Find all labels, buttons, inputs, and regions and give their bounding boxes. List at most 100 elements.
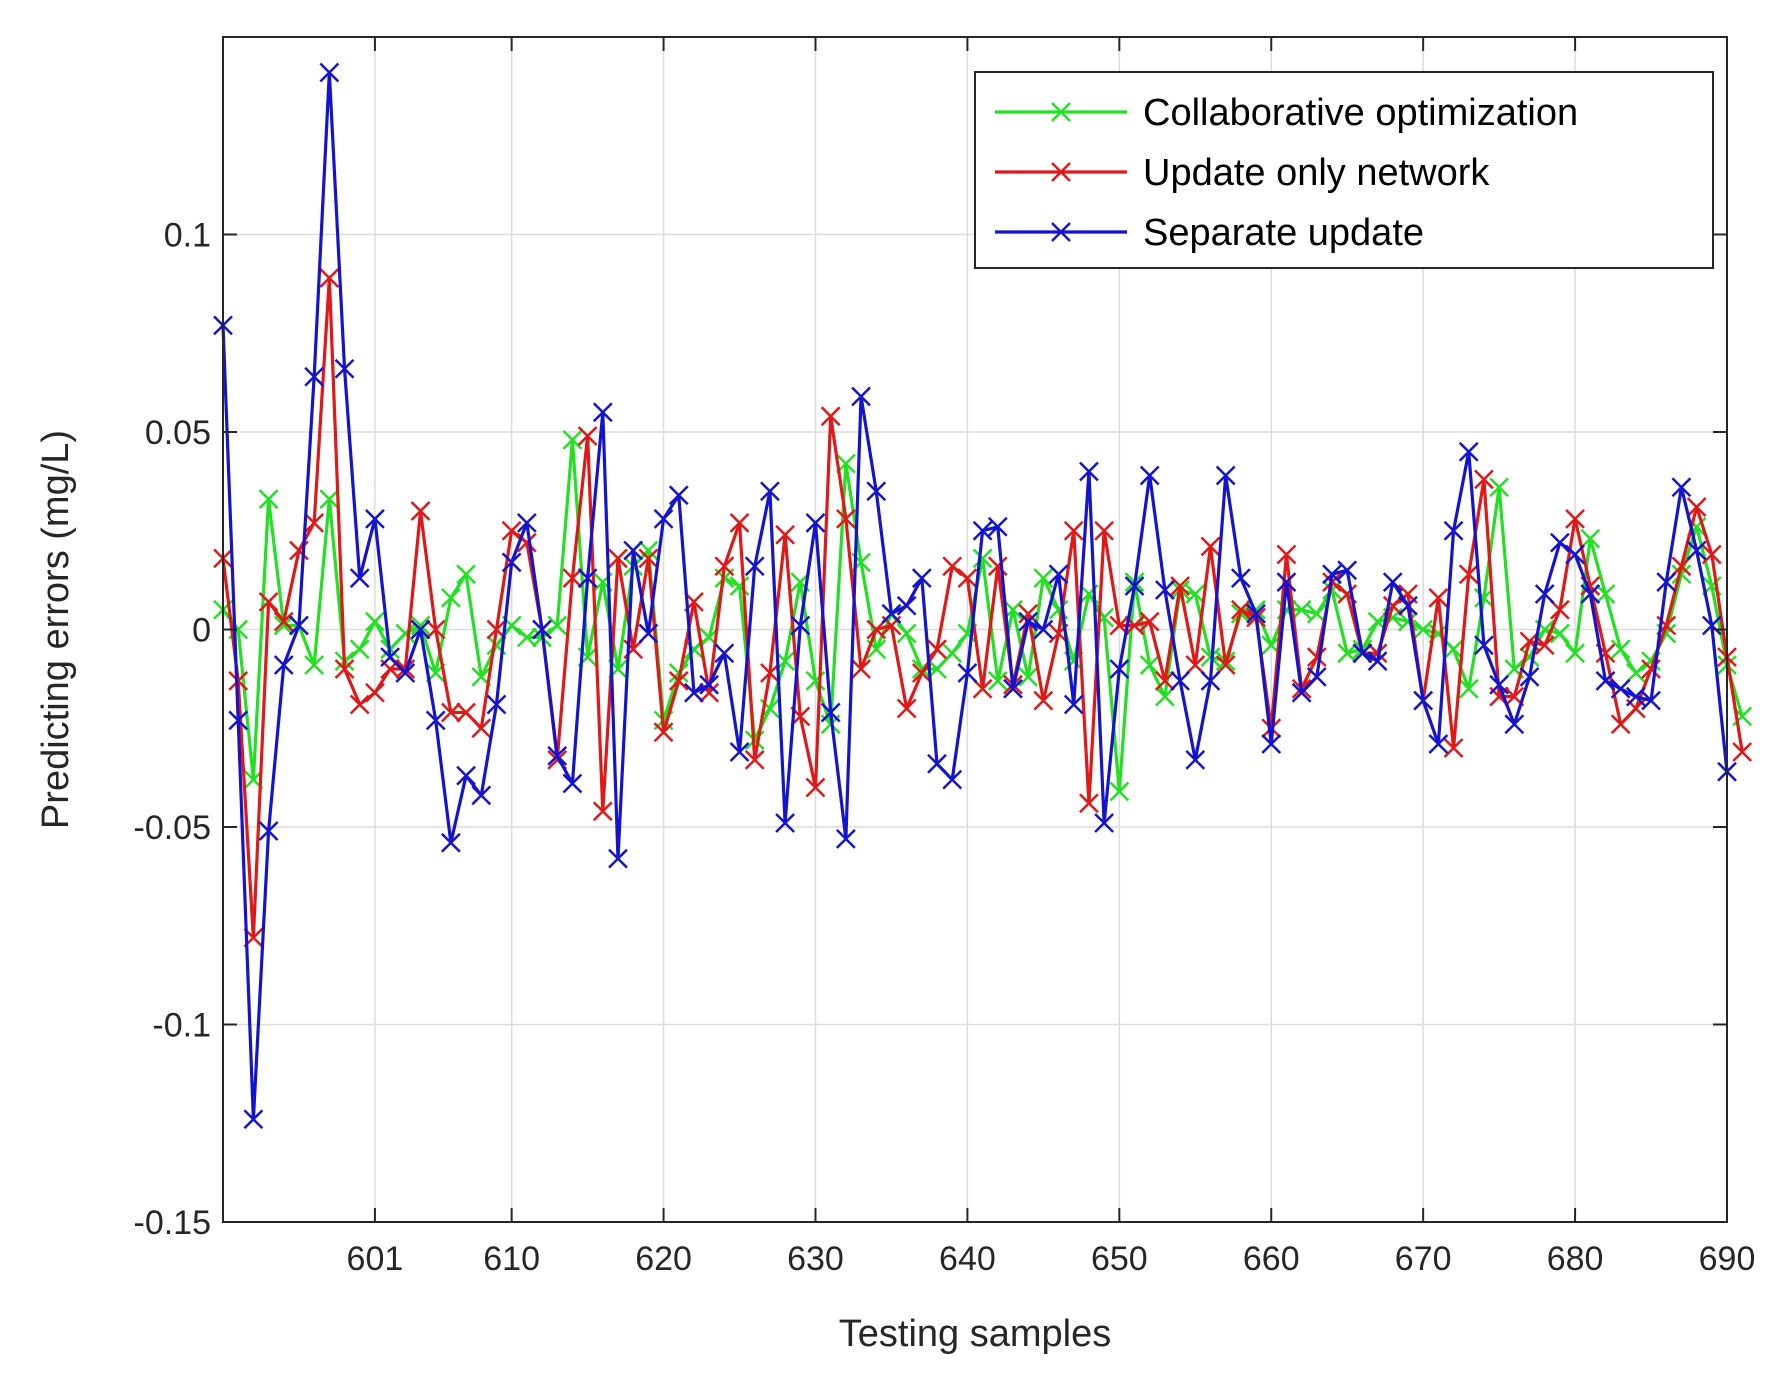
point-separate-update-marker [334,358,355,379]
x-tick-label: 620 [635,1240,692,1278]
point-update-only-network-marker [273,611,294,632]
point-separate-update-marker [1489,674,1510,695]
y-tick-label: -0.1 [152,1007,211,1045]
point-update-only-network-marker [729,512,750,533]
point-separate-update-marker [532,619,552,640]
point-update-only-network-marker [592,801,613,822]
point-separate-update-marker [1504,714,1525,735]
point-update-only-network-marker [714,556,735,577]
point-separate-update-marker [987,516,1008,537]
point-update-only-network-marker [987,556,1008,577]
point-separate-update-marker [258,821,279,841]
point-collaborative-optimization-marker [1200,647,1221,668]
point-separate-update-marker [1170,670,1190,691]
point-separate-update-marker [1185,749,1206,770]
point-separate-update-marker [1474,635,1494,656]
point-separate-update-marker [972,520,993,541]
point-update-only-network-marker [440,702,461,723]
legend: Collaborative optimization Update only ne… [974,71,1714,269]
legend-item: Separate update [995,212,1424,254]
point-separate-update-marker [1565,544,1585,565]
point-collaborative-optimization-marker [1443,639,1464,660]
point-collaborative-optimization-marker [1458,678,1479,699]
point-separate-update-marker [1063,694,1084,715]
point-separate-update-marker [835,828,856,849]
point-collaborative-optimization-marker [365,611,385,632]
point-update-only-network-marker [805,777,826,798]
point-separate-update-marker [1246,603,1266,624]
point-update-only-network-marker [1732,742,1753,762]
point-separate-update-marker [547,746,568,766]
point-collaborative-optimization-marker [1595,584,1616,604]
point-collaborative-optimization-marker [638,540,659,561]
point-separate-update-marker [714,643,735,664]
point-separate-update-marker [380,647,400,668]
point-collaborative-optimization-marker [410,615,431,636]
legend-box [974,71,1714,269]
point-separate-update-marker [820,702,841,723]
point-separate-update-marker [1322,564,1342,585]
point-collaborative-optimization-marker [1109,781,1130,802]
point-collaborative-optimization-marker [349,639,370,660]
point-collaborative-optimization-marker [972,548,993,569]
point-separate-update-marker [1413,690,1434,711]
point-update-only-network-marker [1306,647,1327,668]
point-separate-update-marker [1701,615,1722,636]
point-update-only-network-marker [258,591,279,612]
point-separate-update-marker [410,619,431,640]
point-update-only-network-marker [1428,588,1449,608]
point-update-only-network-marker [456,702,476,723]
point-update-only-network-marker [1063,520,1084,541]
point-separate-update-marker [1094,813,1115,833]
point-separate-update-marker [881,603,902,624]
point-update-only-network-marker [304,512,325,533]
point-separate-update-marker [1276,572,1297,592]
point-separate-update-marker [1519,667,1540,687]
point-separate-update-marker [775,813,795,833]
point-separate-update-marker [1109,659,1130,679]
legend-item: Update only network [995,152,1490,194]
point-collaborative-optimization-marker [1018,667,1039,687]
point-update-only-network-marker [319,268,340,288]
point-collaborative-optimization-marker [942,643,963,664]
point-update-only-network-marker [1458,564,1479,585]
point-separate-update-marker [653,509,674,529]
point-update-only-network-marker [866,619,887,640]
point-collaborative-optimization-marker [440,588,461,608]
point-separate-update-marker [1306,667,1327,687]
point-collaborative-optimization-marker [1625,663,1646,683]
point-separate-update-marker [1686,540,1707,561]
point-update-only-network-marker [1610,714,1631,735]
point-separate-update-marker [486,694,507,715]
point-update-only-network-marker [851,659,871,679]
point-update-only-network-marker [471,718,492,739]
point-separate-update-marker [243,1109,264,1130]
point-separate-update-marker [1033,619,1054,640]
point-separate-update-marker [1382,572,1403,592]
x-tick-label: 680 [1547,1240,1604,1278]
legend-label: Separate update [1143,212,1424,254]
legend-marker [1051,162,1071,182]
series-line-separate-update [221,70,1729,1121]
point-separate-update-marker [866,481,887,502]
point-collaborative-optimization-marker [1337,643,1358,664]
point-update-only-network-marker [562,568,583,589]
point-update-only-network-marker [1079,793,1099,814]
point-update-only-network-marker [1215,655,1236,675]
point-separate-update-marker [592,402,613,423]
point-separate-update-marker [851,386,871,407]
point-update-only-network-marker [1033,690,1054,711]
point-collaborative-optimization-marker [456,564,476,585]
legend-label: Update only network [1143,152,1490,194]
point-separate-update-marker [1018,611,1039,632]
point-separate-update-marker [1656,572,1677,592]
point-update-only-network-marker [349,694,370,715]
point-update-only-network-marker [1170,576,1190,596]
point-separate-update-marker [1580,584,1601,604]
point-separate-update-marker [1048,564,1069,585]
point-separate-update-marker [684,682,704,703]
point-update-only-network-marker [972,678,993,699]
point-collaborative-optimization-marker [1413,619,1434,640]
series-separate-update [213,62,1737,1130]
